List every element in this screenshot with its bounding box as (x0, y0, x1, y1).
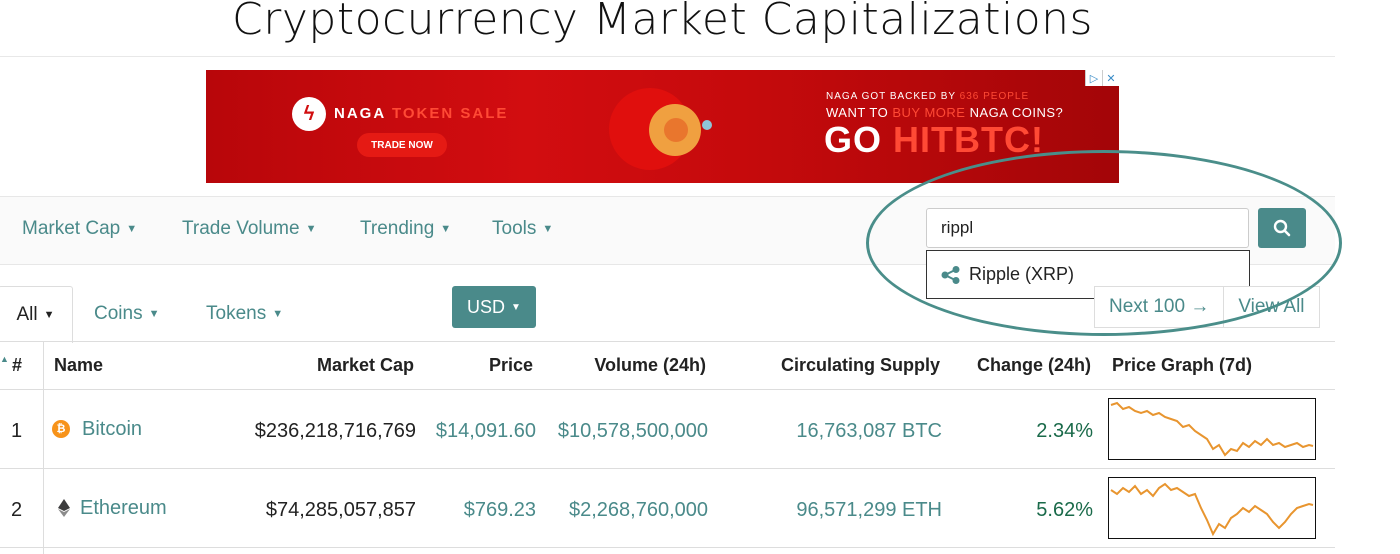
row-1-change: 2.34% (1036, 420, 1093, 442)
ad-trade-now-button[interactable]: TRADE NOW (357, 133, 447, 157)
row-2-market-cap: $74,285,057,857 (265, 499, 416, 521)
header-name[interactable]: Name (54, 355, 104, 375)
row-1-border (0, 468, 1335, 469)
ad-brand: NAGA (334, 105, 387, 122)
nav-tools[interactable]: Tools ▼ (492, 218, 554, 239)
ad-line3: GO HITBTC! (824, 119, 1044, 160)
row-2-price[interactable]: $769.23 (463, 499, 536, 521)
tab-all[interactable]: All ▼ (0, 286, 73, 343)
next-100-button[interactable]: Next 100 → (1094, 286, 1225, 328)
chevron-down-icon: ▼ (43, 309, 55, 321)
tab-coins[interactable]: Coins ▼ (94, 303, 160, 324)
ad-banner[interactable]: ϟ NAGA TOKEN SALE TRADE NOW NAGA GOT BAC… (206, 70, 1119, 183)
pagination: Next 100 → View All (1094, 286, 1320, 328)
tab-tokens[interactable]: Tokens ▼ (206, 303, 284, 324)
search-button[interactable] (1258, 208, 1306, 248)
ad-close-icon[interactable]: ✕ (1102, 70, 1119, 86)
chevron-down-icon: ▼ (126, 222, 138, 235)
ad-token-sale: TOKEN SALE (392, 105, 509, 122)
row-2-name[interactable]: Ethereum (80, 497, 167, 519)
currency-select-button[interactable]: USD ▼ (452, 286, 536, 328)
chevron-down-icon: ▼ (148, 307, 160, 320)
nav-trade-volume[interactable]: Trade Volume ▼ (182, 218, 317, 239)
sort-asc-icon[interactable]: ▲ (0, 354, 9, 364)
ad-line2: WANT TO BUY MORE NAGA COINS? (826, 105, 1064, 120)
row-2-change: 5.62% (1036, 499, 1093, 521)
view-all-button[interactable]: View All (1224, 286, 1320, 328)
row-2-rank: 2 (11, 499, 23, 521)
table-top-border (0, 341, 1335, 342)
chevron-down-icon: ▼ (542, 222, 554, 235)
header-price-graph: Price Graph (7d) (1112, 355, 1253, 375)
chevron-down-icon: ▼ (440, 222, 452, 235)
chevron-down-icon: ▼ (272, 307, 284, 320)
ad-graphic-coin-inner (664, 118, 688, 142)
bitcoin-icon: ₿ (52, 420, 70, 438)
header-volume[interactable]: Volume (24h) (594, 355, 706, 375)
row-1-volume[interactable]: $10,578,500,000 (557, 420, 708, 442)
row-1-sparkline-chart (1110, 401, 1314, 457)
search-suggestion-label: Ripple (XRP) (969, 264, 1075, 284)
search-icon (1273, 219, 1291, 237)
row-1-name[interactable]: Bitcoin (82, 418, 143, 440)
ad-line1: NAGA GOT BACKED BY 636 PEOPLE (826, 91, 1030, 102)
header-change[interactable]: Change (24h) (976, 355, 1091, 375)
header-price[interactable]: Price (488, 355, 533, 375)
header-market-cap[interactable]: Market Cap (316, 355, 414, 375)
row-1-supply: 16,763,087 BTC (796, 420, 942, 442)
ripple-icon (941, 265, 960, 284)
nav-trending[interactable]: Trending ▼ (360, 218, 452, 239)
row-1-rank: 1 (11, 420, 23, 442)
row-2-supply: 96,571,299 ETH (796, 499, 942, 521)
title-divider (0, 56, 1335, 57)
adchoices-icon[interactable]: ▷ (1085, 70, 1102, 86)
search-input[interactable] (926, 208, 1249, 248)
page-title: Cryptocurrency Market Capitalizations (232, 0, 1093, 45)
row-2-volume[interactable]: $2,268,760,000 (568, 499, 708, 521)
naga-logo-icon: ϟ (292, 97, 326, 131)
chevron-down-icon: ▼ (511, 301, 521, 313)
header-circulating-supply[interactable]: Circulating Supply (780, 355, 940, 375)
nav-market-cap[interactable]: Market Cap ▼ (22, 218, 138, 239)
table-header-border (0, 389, 1335, 390)
ethereum-icon (58, 499, 70, 517)
row-1-price[interactable]: $14,091.60 (435, 420, 536, 442)
row-2-sparkline[interactable] (1108, 477, 1316, 539)
row-1-sparkline[interactable] (1108, 398, 1316, 460)
row-1-market-cap: $236,218,716,769 (254, 420, 416, 442)
chevron-down-icon: ▼ (305, 222, 317, 235)
row-2-border (0, 547, 1335, 548)
rank-column-divider (43, 342, 44, 554)
ad-graphic-dot (702, 120, 712, 130)
header-rank[interactable]: # (12, 355, 23, 375)
ad-controls: ▷ ✕ (1085, 70, 1119, 86)
row-2-sparkline-chart (1110, 482, 1314, 537)
